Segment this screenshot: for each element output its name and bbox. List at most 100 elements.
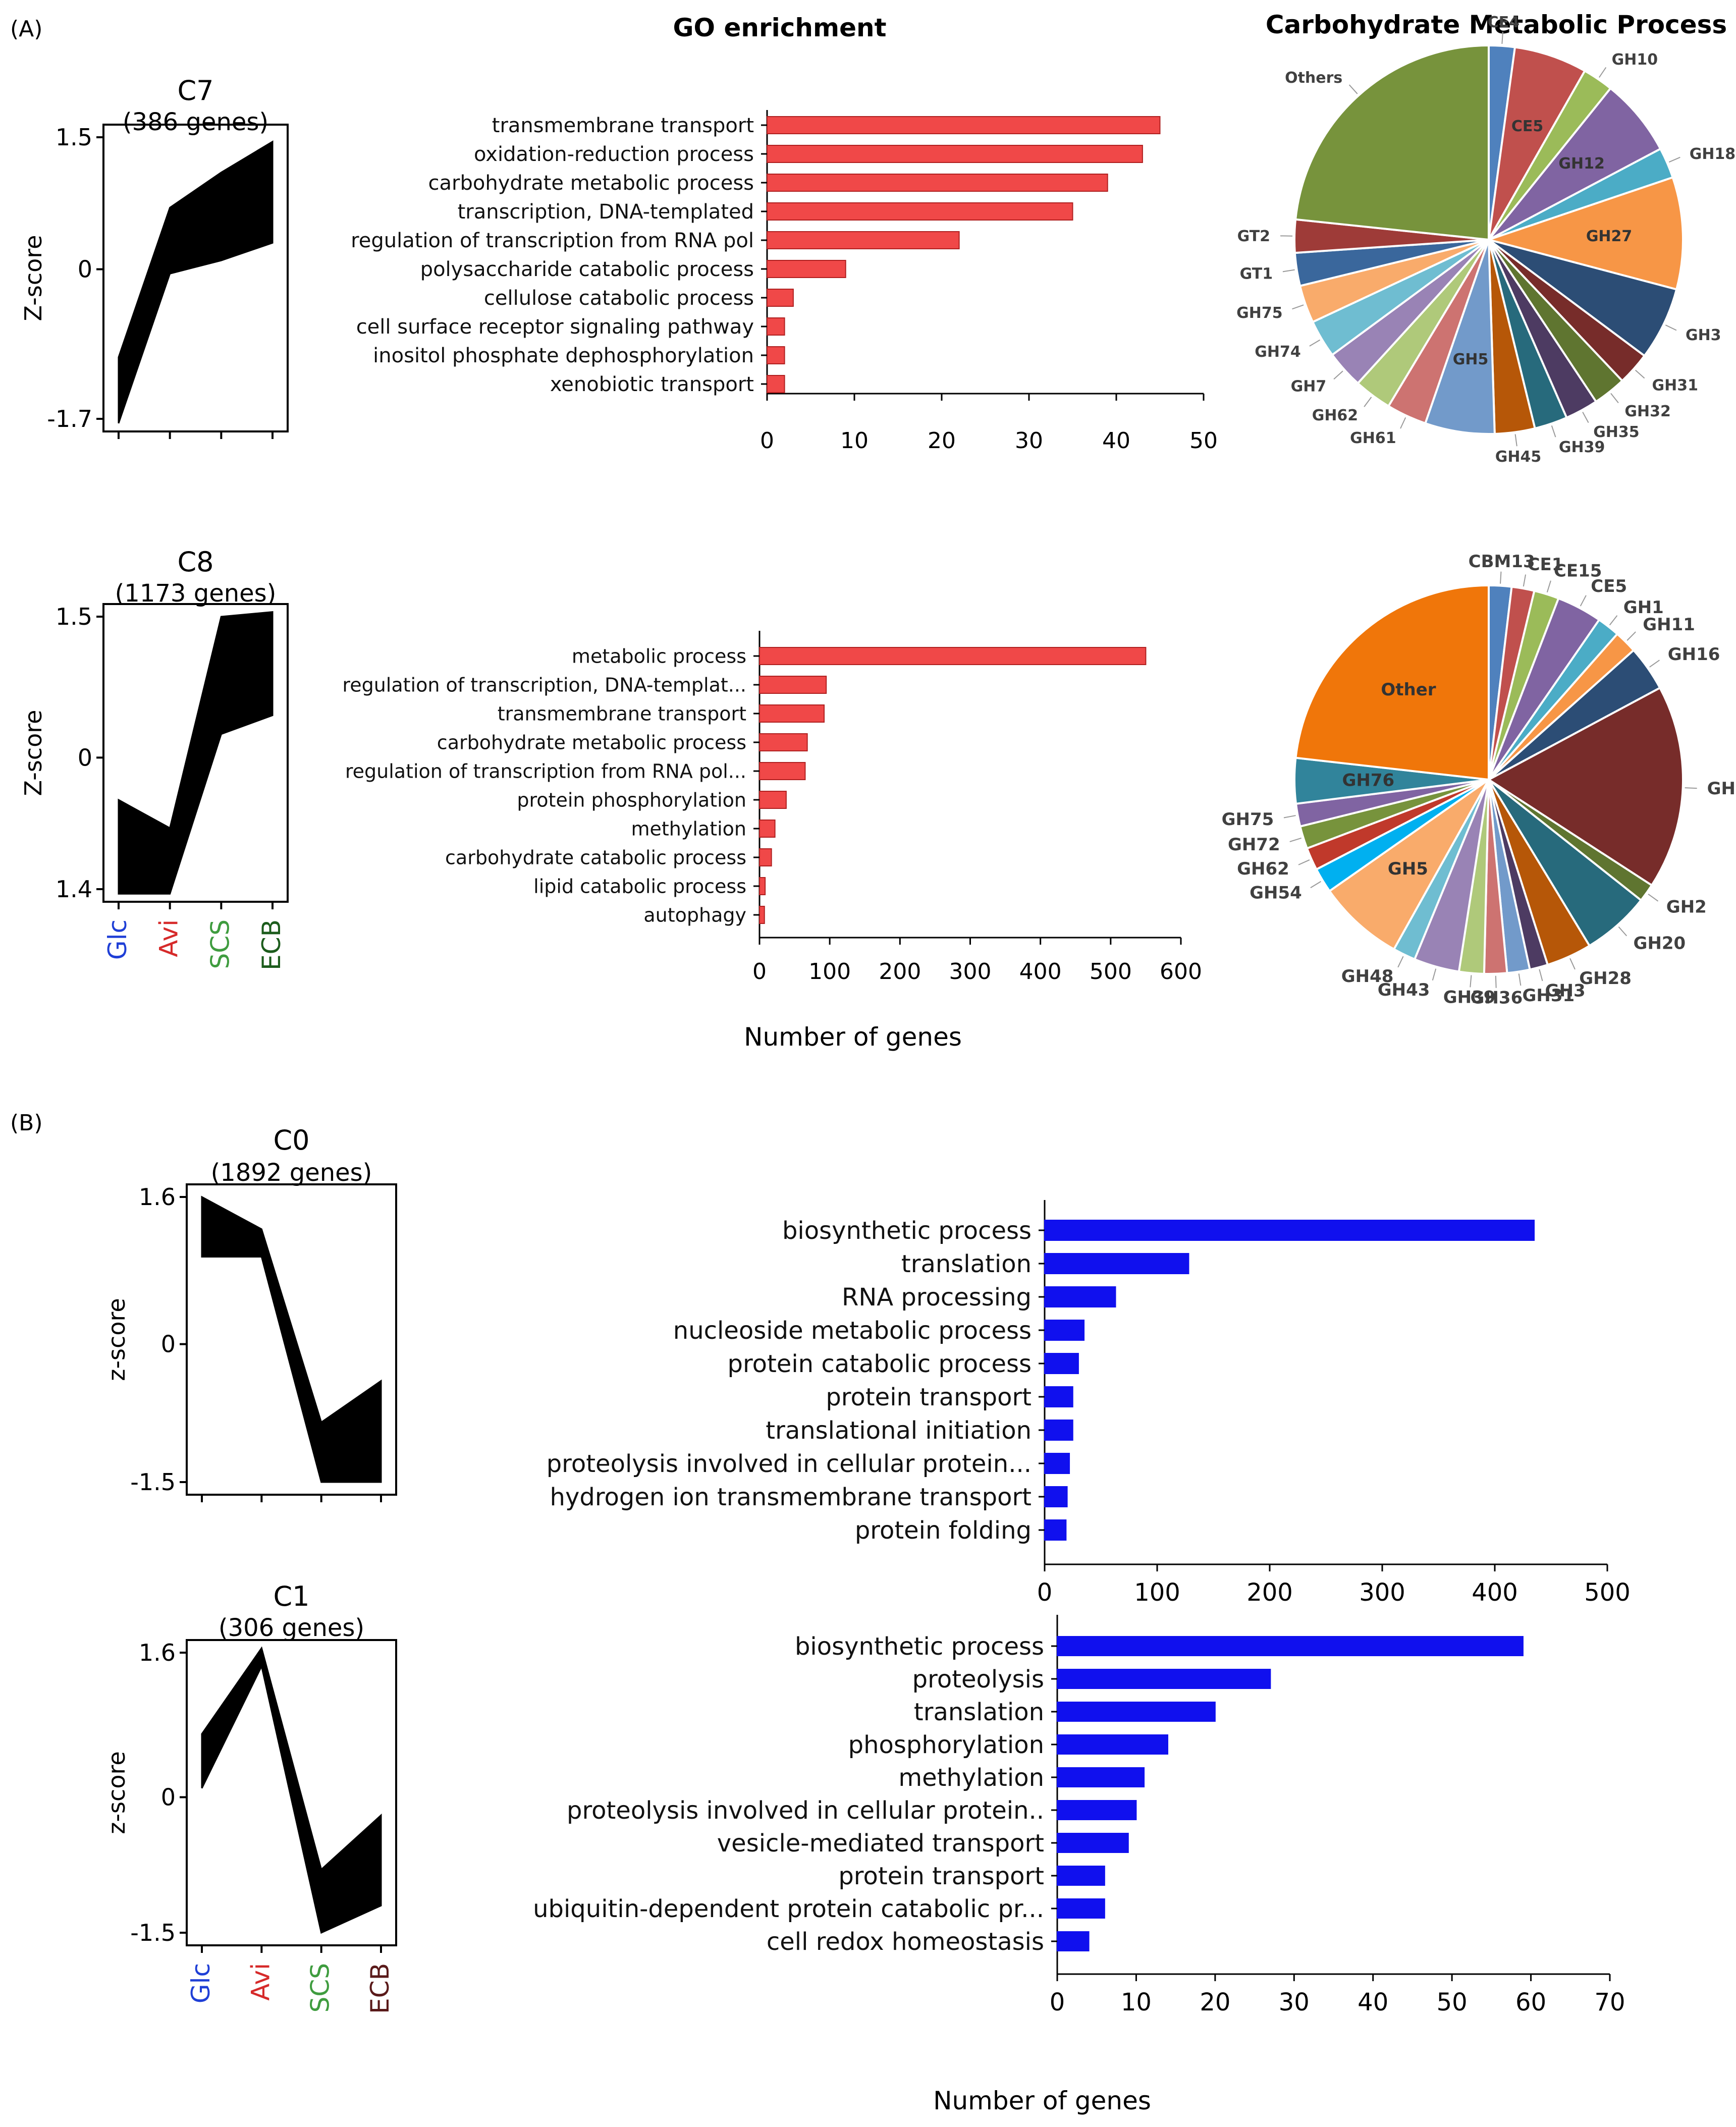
c7-pie-slice-label: GH39	[1559, 439, 1605, 456]
c8-go-xtick-label: 100	[808, 959, 851, 985]
c0-go-category-label: RNA processing	[842, 1283, 1032, 1312]
c0-profile-ytick-label: 1.6	[139, 1183, 176, 1211]
c7-profile-chart: C7(386 genes) 1.5 0 -1.7 Z-score	[20, 75, 289, 439]
c7-profile-ytick-label: -1.7	[47, 405, 92, 432]
c1-profile-ytick-label: -1.5	[130, 1919, 176, 1946]
c8-pie-leader-line	[1523, 574, 1527, 587]
c7-go-bar	[767, 260, 846, 278]
c7-pie-leader-line	[1668, 156, 1680, 163]
c7-pie-slice-label: GH74	[1255, 343, 1300, 361]
c8-profile-xtick-label: SCS	[205, 919, 235, 969]
c0-go-category-label: hydrogen ion transmembrane transport	[550, 1483, 1032, 1511]
carb-process-header: Carbohydrate Metabolic Process	[1266, 10, 1727, 39]
c1-go-bar	[1057, 1833, 1129, 1853]
c8-pie-leader-line	[1500, 571, 1502, 584]
c7-pie-slice-label: GH18	[1690, 145, 1735, 163]
c1-go-xtick-label: 10	[1121, 1988, 1152, 2016]
c1-go-bar	[1057, 1636, 1524, 1656]
c0-go-category-label: nucleoside metabolic process	[673, 1317, 1032, 1345]
c8-pie-slice-label: GH36	[1471, 988, 1523, 1008]
c8-pie-leader-line	[1569, 958, 1576, 970]
c8-pie-slice-label: GH62	[1237, 859, 1289, 879]
c0-profile-ytick-label: 0	[161, 1331, 176, 1358]
c7-pie-leader-line	[1348, 84, 1358, 94]
c8-go-category-label: regulation of transcription from RNA pol…	[345, 760, 746, 782]
c7-go-xtick-label: 0	[760, 428, 774, 454]
c0-go-category-label: protein folding	[855, 1516, 1032, 1545]
c7-pie-slice-label: GH31	[1652, 377, 1698, 395]
c1-profile-ylabel: z-score	[103, 1751, 130, 1834]
c7-go-category-label: xenobiotic transport	[550, 373, 754, 396]
c8-pie-leader-line	[1432, 968, 1437, 981]
c0-go-xtick-label: 500	[1584, 1578, 1631, 1607]
c8-pie-slice-label: CE1	[1528, 555, 1564, 575]
c7-go-category-label: polysaccharide catabolic process	[420, 258, 754, 281]
c7-go-bar	[767, 145, 1143, 163]
c1-go-xtick-label: 30	[1279, 1988, 1310, 2016]
c8-go-category-label: carbohydrate metabolic process	[437, 731, 746, 753]
panel-label-a: (A)	[10, 16, 42, 42]
c7-pie-slice-label: GH32	[1624, 403, 1670, 420]
c7-go-category-label: transmembrane transport	[492, 114, 754, 137]
c1-profile-ytick-label: 1.6	[139, 1639, 176, 1666]
c7-pie-slice	[1488, 87, 1662, 241]
c8-pie-slice-label: GH39	[1443, 987, 1496, 1007]
c8-go-bar	[759, 762, 806, 780]
c0-go-xtick-label: 100	[1134, 1578, 1180, 1607]
c7-go-bar-chart: transmembrane transport oxidation-reducti…	[351, 110, 1218, 454]
c8-go-bar	[759, 733, 808, 751]
c8-pie-slice-label: GH43	[1378, 980, 1430, 1000]
c0-profile-band	[201, 1195, 382, 1483]
c1-go-bar	[1057, 1800, 1137, 1820]
c8-pie-slice-label: Other	[1381, 680, 1436, 700]
go-enrichment-header: GO enrichment	[673, 13, 887, 42]
c7-go-bar	[767, 116, 1161, 134]
c7-pie-slice-label: GH75	[1236, 304, 1282, 322]
c8-pie-leader-line	[1626, 631, 1636, 641]
c8-profile-chart: C8(1173 genes) 1.5 0 1.4 Z-score Glc Avi SCS ECB	[20, 546, 289, 970]
c0-go-bar	[1044, 1486, 1068, 1507]
c8-pie-slice-label: GH54	[1250, 883, 1302, 903]
c8-pie-leader-line	[1649, 660, 1660, 668]
c7-profile-ytick-label: 0	[78, 256, 92, 283]
c7-pie-slice-label: GH12	[1558, 155, 1604, 173]
c1-go-category-label: vesicle-mediated transport	[717, 1829, 1044, 1858]
c8-profile-xtick-label: ECB	[257, 919, 286, 970]
c8-go-bar	[759, 704, 825, 723]
c7-profile-ytick-label: 1.5	[56, 124, 92, 151]
c1-go-category-label: proteolysis involved in cellular protein…	[567, 1796, 1044, 1825]
c7-go-category-label: cellulose catabolic process	[484, 287, 754, 310]
c7-pie-slice	[1485, 176, 1684, 291]
c7-pie-slice-label: GH61	[1350, 429, 1396, 447]
c0-go-bar	[1044, 1253, 1189, 1274]
c0-go-category-label: protein transport	[826, 1383, 1032, 1411]
c8-go-category-label: transmembrane transport	[498, 702, 746, 725]
c0-profile-title: C0	[273, 1124, 309, 1156]
c8-pie-slice-label: GH16	[1668, 644, 1720, 665]
c8-pie-slice-label: GH5	[1388, 859, 1428, 879]
c1-profile-xtick-label: SCS	[306, 1963, 335, 2012]
c0-profile-frame	[186, 1183, 397, 1496]
c7-go-xtick-label: 50	[1189, 428, 1218, 454]
c1-go-bar	[1057, 1898, 1105, 1919]
c1-go-category-label: protein transport	[838, 1862, 1044, 1890]
c1-go-category-label: cell redox homeostasis	[767, 1928, 1044, 1956]
c0-go-category-label: proteolysis involved in cellular protein…	[547, 1450, 1032, 1478]
c8-pie-leader-line	[1618, 926, 1628, 937]
c0-profile-chart: C0 (1892 genes) 1.6 0 -1.5 z-score	[103, 1124, 397, 1502]
c1-profile-subtitle: (306 genes)	[219, 1614, 364, 1642]
c8-profile-title: C8	[177, 546, 213, 578]
c7-pie-leader-line	[1665, 324, 1677, 331]
c8-pie-leader-line	[1310, 881, 1321, 889]
c0-go-bar	[1044, 1320, 1085, 1341]
c8-pie-leader-line	[1397, 956, 1404, 968]
c7-pie-slice-label: GH3	[1686, 326, 1721, 344]
c7-go-xtick-label: 40	[1102, 428, 1130, 454]
c8-profile-subtitle: (1173 genes)	[115, 579, 277, 608]
c8-go-category-label: lipid catabolic process	[533, 875, 746, 897]
c8-go-xtick-label: 0	[752, 959, 767, 985]
c8-go-xtick-label: 600	[1160, 959, 1202, 985]
c7-pie-leader-line	[1292, 304, 1304, 310]
c8-go-bar	[759, 877, 766, 895]
c8-profile-frame	[102, 603, 289, 903]
